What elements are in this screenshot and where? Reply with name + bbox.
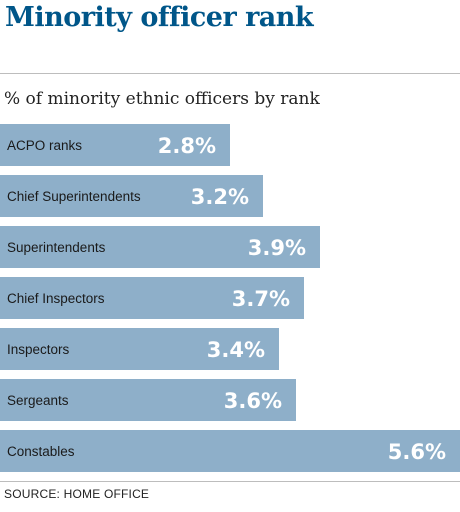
- bar-3: [0, 277, 304, 319]
- chart-title: Minority officer rank: [5, 2, 314, 33]
- category-label: Constables: [7, 444, 75, 459]
- category-label: Sergeants: [7, 393, 69, 408]
- bar-2: [0, 226, 320, 268]
- bottom-divider: [0, 481, 460, 482]
- bar-0: [0, 124, 230, 166]
- bar-6: [0, 430, 460, 472]
- value-label: 5.6%: [388, 440, 446, 464]
- source-note: SOURCE: HOME OFFICE: [4, 487, 150, 501]
- category-label: ACPO ranks: [7, 138, 82, 153]
- category-label: Chief Inspectors: [7, 291, 105, 306]
- value-label: 3.4%: [207, 338, 265, 362]
- value-label: 3.6%: [224, 389, 282, 413]
- chart-subtitle: % of minority ethnic officers by rank: [4, 89, 320, 109]
- bar-1: [0, 175, 263, 217]
- category-label: Inspectors: [7, 342, 70, 357]
- value-label: 3.9%: [248, 236, 306, 260]
- value-label: 3.2%: [191, 185, 249, 209]
- bar-4: [0, 328, 279, 370]
- title-divider: [0, 73, 460, 74]
- category-label: Chief Superintendents: [7, 189, 141, 204]
- bar-5: [0, 379, 296, 421]
- value-label: 2.8%: [158, 134, 216, 158]
- value-label: 3.7%: [232, 287, 290, 311]
- category-label: Superintendents: [7, 240, 106, 255]
